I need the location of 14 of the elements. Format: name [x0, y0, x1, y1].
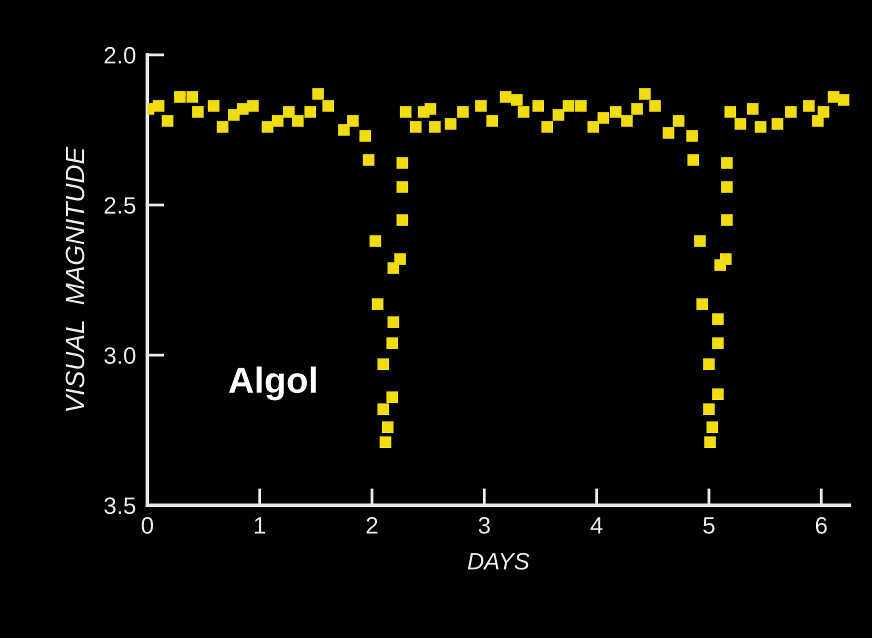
- y-axis-title: VISUAL MAGNITUDE: [66, 146, 84, 412]
- x-tick-label: 3: [478, 517, 490, 534]
- x-axis-title: DAYS: [468, 552, 530, 570]
- x-tick-label: 5: [703, 517, 715, 534]
- x-tick-label: 0: [142, 517, 154, 534]
- y-tick-label: 2.0: [104, 46, 136, 64]
- y-tick-label: 3.0: [104, 347, 136, 364]
- x-tick-label: 2: [366, 517, 378, 534]
- x-tick-label: 6: [816, 517, 827, 534]
- y-tick-label: 3.5: [104, 497, 136, 514]
- y-tick-label: 2.5: [104, 197, 136, 214]
- x-tick-label: 1: [254, 517, 266, 534]
- annotation: Algol: [228, 366, 316, 400]
- x-tick-label: 4: [590, 517, 602, 534]
